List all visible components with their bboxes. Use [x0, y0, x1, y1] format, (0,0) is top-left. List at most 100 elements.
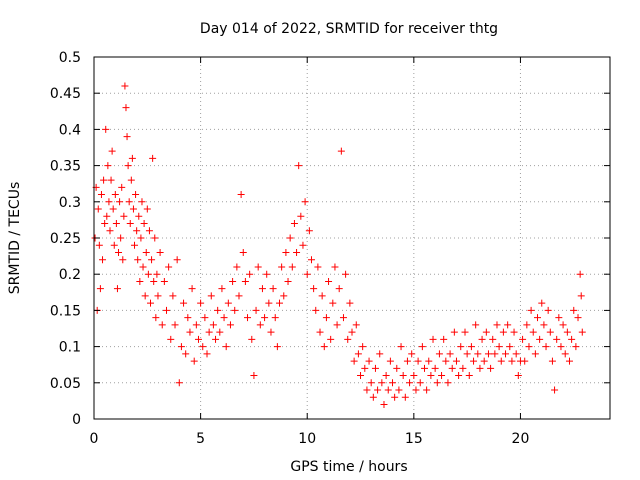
- data-point: [467, 343, 475, 351]
- data-point: [288, 263, 296, 271]
- data-point: [452, 357, 460, 365]
- data-point: [226, 321, 234, 329]
- data-point: [175, 379, 183, 387]
- data-point: [299, 241, 307, 249]
- data-point: [310, 285, 318, 293]
- data-point: [577, 292, 585, 300]
- data-point: [160, 277, 168, 285]
- data-point: [101, 220, 109, 228]
- data-point: [258, 285, 266, 293]
- data-point: [444, 379, 452, 387]
- data-point: [357, 372, 365, 380]
- data-point: [256, 321, 264, 329]
- data-point: [455, 372, 463, 380]
- data-point: [129, 205, 137, 213]
- data-point: [271, 314, 279, 322]
- data-point: [108, 147, 116, 155]
- data-point: [143, 205, 151, 213]
- data-point: [140, 220, 148, 228]
- data-point: [165, 263, 173, 271]
- data-point: [138, 198, 146, 206]
- data-point: [171, 321, 179, 329]
- data-point: [344, 335, 352, 343]
- data-point: [489, 335, 497, 343]
- data-point: [565, 357, 573, 365]
- data-point: [450, 328, 458, 336]
- data-point: [578, 328, 586, 336]
- data-point: [514, 372, 522, 380]
- data-point: [414, 357, 422, 365]
- data-point: [216, 328, 224, 336]
- data-point: [162, 306, 170, 314]
- data-point: [139, 263, 147, 271]
- data-point: [214, 306, 222, 314]
- data-point: [301, 198, 309, 206]
- data-point: [125, 198, 133, 206]
- data-point: [448, 364, 456, 372]
- data-point: [106, 227, 114, 235]
- data-point: [250, 372, 258, 380]
- data-point: [544, 306, 552, 314]
- data-point: [350, 357, 358, 365]
- data-point: [261, 314, 269, 322]
- data-point: [96, 285, 104, 293]
- data-point: [519, 335, 527, 343]
- data-point: [521, 357, 529, 365]
- data-point: [119, 256, 127, 264]
- data-point: [149, 154, 157, 162]
- data-point: [293, 248, 301, 256]
- data-point: [237, 191, 245, 199]
- y-tick-label: 0.45: [50, 86, 81, 102]
- data-point: [150, 277, 158, 285]
- data-point: [374, 386, 382, 394]
- data-point: [425, 357, 433, 365]
- data-point: [135, 212, 143, 220]
- data-point: [327, 335, 335, 343]
- data-point: [254, 263, 262, 271]
- data-point: [525, 343, 533, 351]
- data-point: [365, 357, 373, 365]
- data-point: [134, 256, 142, 264]
- y-tick-label: 0: [72, 412, 81, 428]
- data-point: [363, 386, 371, 394]
- data-point: [121, 82, 129, 90]
- data-point: [141, 292, 149, 300]
- data-point: [378, 379, 386, 387]
- data-point: [423, 386, 431, 394]
- data-point: [190, 357, 198, 365]
- data-point: [241, 277, 249, 285]
- data-point: [133, 227, 141, 235]
- data-point: [416, 379, 424, 387]
- data-point: [465, 372, 473, 380]
- data-point: [504, 321, 512, 329]
- data-point: [99, 256, 107, 264]
- data-point: [333, 321, 341, 329]
- data-point: [320, 343, 328, 351]
- data-point: [534, 314, 542, 322]
- data-point: [209, 321, 217, 329]
- data-point: [427, 372, 435, 380]
- y-tick-label: 0.4: [59, 122, 81, 138]
- data-point: [435, 350, 443, 358]
- y-tick-label: 0.15: [50, 303, 81, 319]
- data-point: [574, 314, 582, 322]
- data-point: [137, 234, 145, 242]
- data-point: [433, 379, 441, 387]
- data-point: [346, 299, 354, 307]
- data-point: [278, 263, 286, 271]
- data-point: [132, 191, 140, 199]
- data-point: [478, 335, 486, 343]
- x-tick-label: 0: [90, 431, 99, 447]
- data-point: [113, 285, 121, 293]
- data-point: [199, 343, 207, 351]
- data-point: [440, 335, 448, 343]
- data-point: [118, 183, 126, 191]
- data-point: [103, 212, 111, 220]
- data-point: [186, 328, 194, 336]
- data-point: [369, 393, 377, 401]
- x-tick-label: 10: [298, 431, 316, 447]
- data-point: [499, 328, 507, 336]
- data-point: [446, 350, 454, 358]
- data-point: [389, 379, 397, 387]
- data-point: [105, 198, 113, 206]
